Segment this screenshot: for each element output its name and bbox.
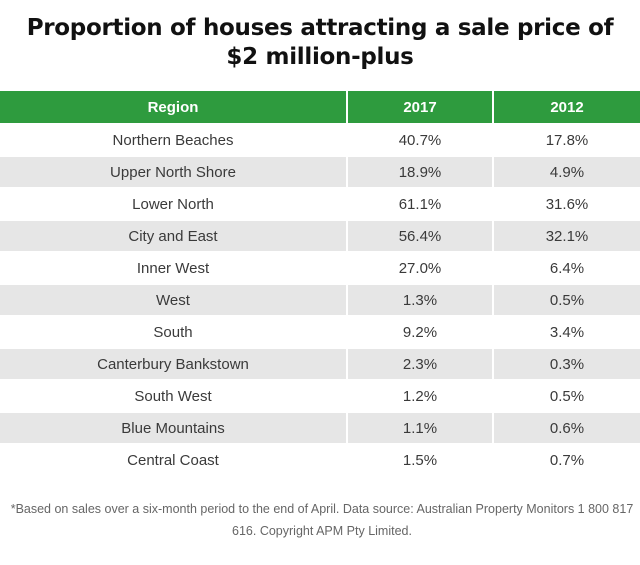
region-cell: Central Coast [0,443,348,475]
chart-title: Proportion of houses attracting a sale p… [26,15,614,70]
region-cell: Upper North Shore [0,155,348,188]
region-cell: South [0,315,348,348]
value-2012-cell: 0.7% [493,443,640,475]
region-cell: South West [0,379,348,412]
column-header-2012: 2012 [493,91,640,124]
value-2017-cell: 9.2% [347,315,494,348]
region-cell: Inner West [0,251,348,284]
value-2017-cell: 2.3% [347,347,494,380]
value-2012-cell: 0.3% [493,347,640,380]
value-2012-cell: 31.6% [493,187,640,220]
region-cell: Blue Mountains [0,411,348,444]
region-cell: City and East [0,219,348,252]
value-2012-cell: 3.4% [493,315,640,348]
value-2012-cell: 32.1% [493,219,640,252]
region-cell: Canterbury Bankstown [0,347,348,380]
table-row: South 9.2% 3.4% [0,315,640,348]
value-2017-cell: 1.5% [347,443,494,475]
value-2012-cell: 17.8% [493,123,640,156]
value-2017-cell: 40.7% [347,123,494,156]
table-row: Lower North 61.1% 31.6% [0,187,640,220]
value-2012-cell: 6.4% [493,251,640,284]
table-row: Inner West 27.0% 6.4% [0,251,640,284]
table-row: City and East 56.4% 32.1% [0,219,640,252]
table-row: Central Coast 1.5% 0.7% [0,443,640,475]
value-2017-cell: 18.9% [347,155,494,188]
table-row: South West 1.2% 0.5% [0,379,640,412]
table-body: Northern Beaches 40.7% 17.8% Upper North Sh… [0,123,640,475]
column-header-region: Region [0,91,348,124]
table-row: Northern Beaches 40.7% 17.8% [0,123,640,156]
value-2012-cell: 4.9% [493,155,640,188]
value-2012-cell: 0.5% [493,379,640,412]
value-2017-cell: 56.4% [347,219,494,252]
data-table: Region 2017 2012 Northern Beaches 40.7% 17… [0,91,640,475]
value-2017-cell: 1.1% [347,411,494,444]
region-cell: Lower North [0,187,348,220]
value-2017-cell: 1.3% [347,283,494,316]
table-row: Blue Mountains 1.1% 0.6% [0,411,640,444]
region-cell: West [0,283,348,316]
value-2017-cell: 27.0% [347,251,494,284]
table-row: Upper North Shore 18.9% 4.9% [0,155,640,188]
value-2012-cell: 0.5% [493,283,640,316]
region-cell: Northern Beaches [0,123,348,156]
value-2017-cell: 61.1% [347,187,494,220]
footnote: *Based on sales over a six-month period … [10,502,634,538]
value-2017-cell: 1.2% [347,379,494,412]
table-header-row: Region 2017 2012 [0,91,640,124]
column-header-2017: 2017 [347,91,494,124]
table-row: West 1.3% 0.5% [0,283,640,316]
value-2012-cell: 0.6% [493,411,640,444]
table-row: Canterbury Bankstown 2.3% 0.3% [0,347,640,380]
